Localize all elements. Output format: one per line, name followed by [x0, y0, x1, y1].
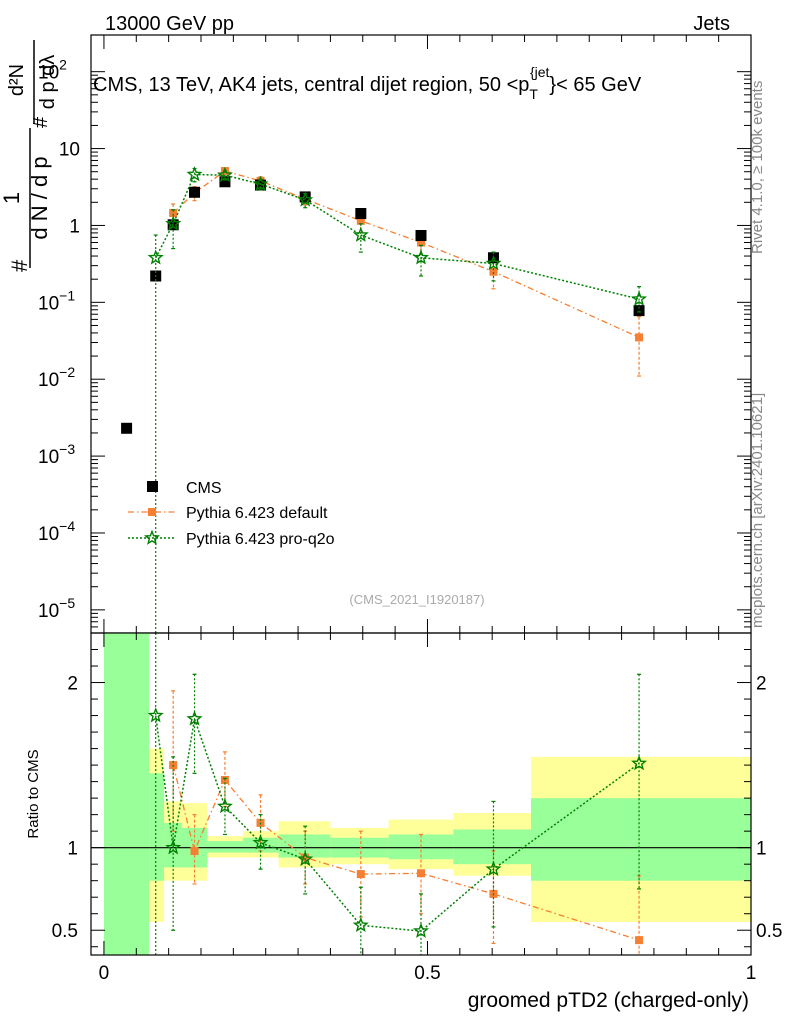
x-tick-label: 0.5 [414, 963, 440, 984]
main-point-pythia-default [417, 238, 425, 247]
ratio-band-green [453, 829, 531, 865]
ratio-band-green [149, 773, 165, 881]
main-title: CMS, 13 TeV, AK4 jets, central dijet reg… [93, 64, 642, 102]
ratio-band-green [207, 841, 244, 853]
ratio-series-layer [147, 632, 648, 955]
ratio-point-pythia-proq2o [297, 850, 314, 867]
ratio-point-pythia-proq2o [252, 834, 269, 850]
main-ytick-label: 102 [38, 57, 67, 84]
main-point-pythia-default [169, 209, 178, 218]
svg-text:d N / d p: d N / d p [27, 156, 52, 239]
svg-text:#: # [7, 259, 32, 272]
analysis-watermark: (CMS_2021_I1920187) [349, 592, 484, 607]
svg-text:1: 1 [0, 192, 24, 204]
ratio-point-pythia-proq2o [352, 916, 369, 933]
main-ytick-label: 10−3 [38, 441, 75, 468]
header-right: Jets [693, 13, 730, 35]
legend: CMS Pythia 6.423 default Pythia 6.423 pr… [128, 480, 335, 548]
ratio-ylabel: Ratio to CMS [25, 749, 42, 838]
main-point-cms [415, 229, 427, 241]
main-ytick-label: 10−2 [38, 364, 75, 391]
mcplots-label: mcplots.cern.ch [arXiv:2401.10621] [749, 393, 766, 628]
main-point-cms [219, 176, 231, 188]
main-line-pythia-6-423-pro-q2o [155, 173, 640, 300]
ratio-point-pythia-default [356, 870, 365, 879]
ratio-line-pythia-6-423-default [172, 764, 640, 941]
ratio-ytick-label-right: 2 [756, 674, 767, 695]
legend-item-pythia-default: Pythia 6.423 default [128, 505, 328, 522]
main-axes: 102 10 1 10−1 10−2 10−3 10−4 10−5 [38, 35, 752, 634]
main-point-pythia-proq2o [631, 290, 648, 307]
x-axis-label: groomed pTD2 (charged-only) [468, 989, 749, 1012]
ratio-band-green [278, 834, 331, 858]
main-point-cms [633, 305, 645, 317]
ratio-ytick-label-right: 0.5 [756, 921, 782, 942]
main-point-pythia-proq2o [352, 226, 369, 242]
x-tick-label: 0 [99, 963, 110, 984]
ratio-ytick-label: 2 [67, 674, 78, 695]
main-point-pythia-proq2o [297, 191, 314, 207]
ratio-point-pythia-default [635, 936, 644, 945]
main-series-layer [121, 166, 648, 633]
rivet-version-label: Rivet 4.1.0, ≥ 100k events [749, 81, 766, 254]
ratio-frame [90, 632, 752, 956]
ratio-point-pythia-proq2o [631, 755, 648, 771]
x-tick-label: 1 [746, 963, 757, 984]
main-point-pythia-default [356, 216, 365, 225]
header-left: 13000 GeV pp [105, 13, 234, 35]
main-ylabel: # 1 d N / d p # d²N d p dλ [0, 40, 59, 272]
ratio-axes: 0.5 0.5 1 1 2 2 0 0.5 1 [52, 633, 782, 984]
main-point-pythia-proq2o [412, 249, 430, 265]
ratio-band-green [531, 798, 751, 881]
ratio-ytick-label: 1 [67, 839, 78, 860]
main-point-pythia-proq2o [216, 166, 233, 183]
main-point-pythia-proq2o [485, 255, 502, 271]
main-point-cms [189, 186, 201, 198]
ratio-point-pythia-proq2o [165, 839, 182, 855]
main-point-cms [355, 208, 367, 220]
svg-text:#: # [30, 116, 52, 128]
main-ytick-label: 10−4 [38, 518, 75, 545]
main-line-pythia-6-423-default [172, 170, 640, 338]
svg-text:Pythia 6.423 default: Pythia 6.423 default [186, 505, 328, 522]
svg-text:CMS: CMS [186, 480, 222, 497]
ratio-point-pythia-proq2o [485, 860, 502, 877]
main-point-cms [121, 422, 133, 434]
ratio-uncertainty-bands [103, 633, 751, 955]
ratio-line-pythia-6-423-pro-q2o [154, 715, 640, 932]
svg-text:Pythia 6.423 pro-q2o: Pythia 6.423 pro-q2o [186, 531, 335, 548]
ratio-point-pythia-proq2o [186, 710, 203, 726]
main-point-pythia-default [635, 333, 644, 342]
ratio-point-pythia-proq2o [216, 797, 233, 814]
ratio-point-pythia-proq2o [412, 922, 430, 938]
main-ytick-label: 10−1 [38, 287, 75, 314]
ratio-point-pythia-default [301, 853, 310, 862]
ratio-ytick-label-right: 1 [756, 839, 767, 860]
ratio-ytick-label: 0.5 [52, 921, 78, 942]
svg-text:d p dλ: d p dλ [37, 55, 59, 109]
ratio-point-pythia-proq2o [147, 707, 164, 723]
legend-item-cms: CMS [147, 480, 222, 497]
main-ytick-label: 10 [59, 140, 80, 161]
main-point-pythia-proq2o [147, 249, 164, 265]
legend-item-pythia-proq2o: Pythia 6.423 pro-q2o [128, 529, 335, 548]
main-point-pythia-default [489, 267, 498, 276]
main-point-pythia-proq2o [186, 166, 203, 182]
ratio-point-pythia-default [417, 869, 425, 878]
ratio-point-pythia-default [190, 846, 199, 855]
main-ytick-label: 1 [69, 216, 80, 237]
main-point-cms [299, 191, 311, 203]
main-ytick-label: 10−5 [38, 595, 75, 622]
main-point-pythia-proq2o [252, 175, 269, 192]
main-point-pythia-proq2o [165, 215, 182, 231]
ratio-band-green [103, 633, 150, 955]
svg-text:d²N: d²N [6, 64, 28, 96]
